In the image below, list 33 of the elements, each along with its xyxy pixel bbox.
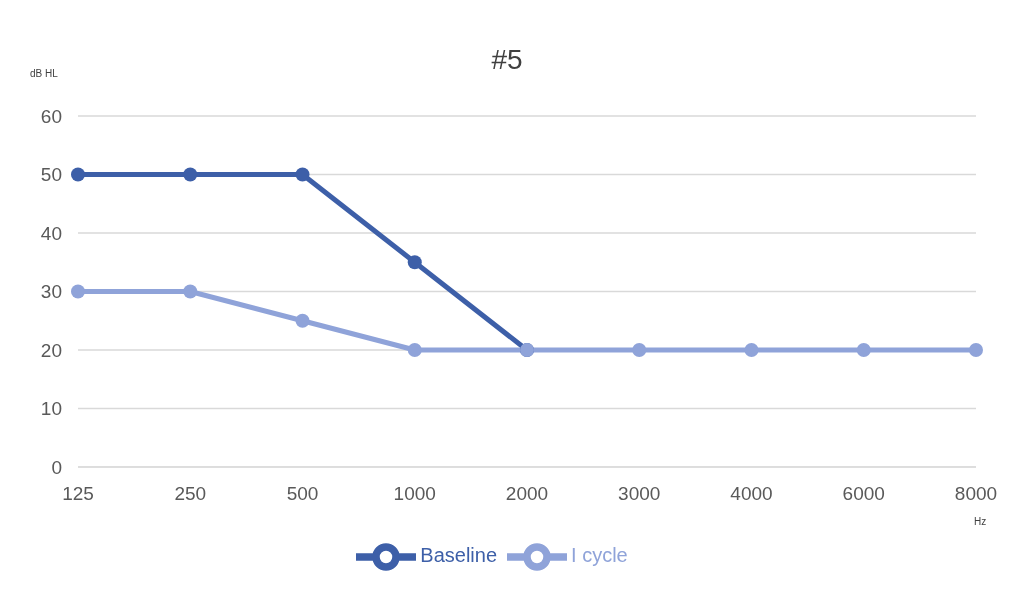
- x-tick-label: 4000: [730, 483, 773, 505]
- point: [183, 167, 198, 182]
- point: [632, 343, 647, 357]
- y-axis-title: dB HL: [30, 68, 58, 79]
- point: [295, 313, 310, 328]
- x-tick-label: 250: [174, 483, 207, 505]
- x-tick-label: 3000: [618, 483, 661, 505]
- point: [744, 343, 759, 357]
- x-tick-label: 6000: [842, 483, 885, 505]
- point: [969, 343, 983, 357]
- y-tick-label: 20: [40, 339, 62, 361]
- legend-label: Baseline: [420, 544, 498, 567]
- y-tick-label: 0: [51, 456, 62, 478]
- point: [856, 343, 871, 357]
- x-tick-label: 1000: [393, 483, 436, 505]
- chart-title: #5: [491, 44, 523, 75]
- y-tick-label: 10: [40, 398, 62, 420]
- x-tick-label: 125: [62, 483, 94, 505]
- point: [183, 284, 198, 299]
- x-tick-label: 500: [286, 483, 319, 505]
- y-tick-label: 60: [40, 105, 62, 127]
- point: [407, 255, 422, 270]
- legend-label: I cycle: [571, 544, 628, 567]
- x-tick-label: 8000: [954, 483, 998, 505]
- y-tick-label: 40: [40, 222, 62, 244]
- point: [71, 284, 85, 299]
- point: [71, 167, 85, 182]
- x-axis-title: Hz: [974, 516, 987, 527]
- y-tick-label: 50: [40, 164, 62, 186]
- point: [407, 343, 422, 357]
- x-tick-label: 2000: [505, 483, 549, 505]
- y-tick-label: 30: [40, 281, 62, 303]
- point: [295, 167, 310, 182]
